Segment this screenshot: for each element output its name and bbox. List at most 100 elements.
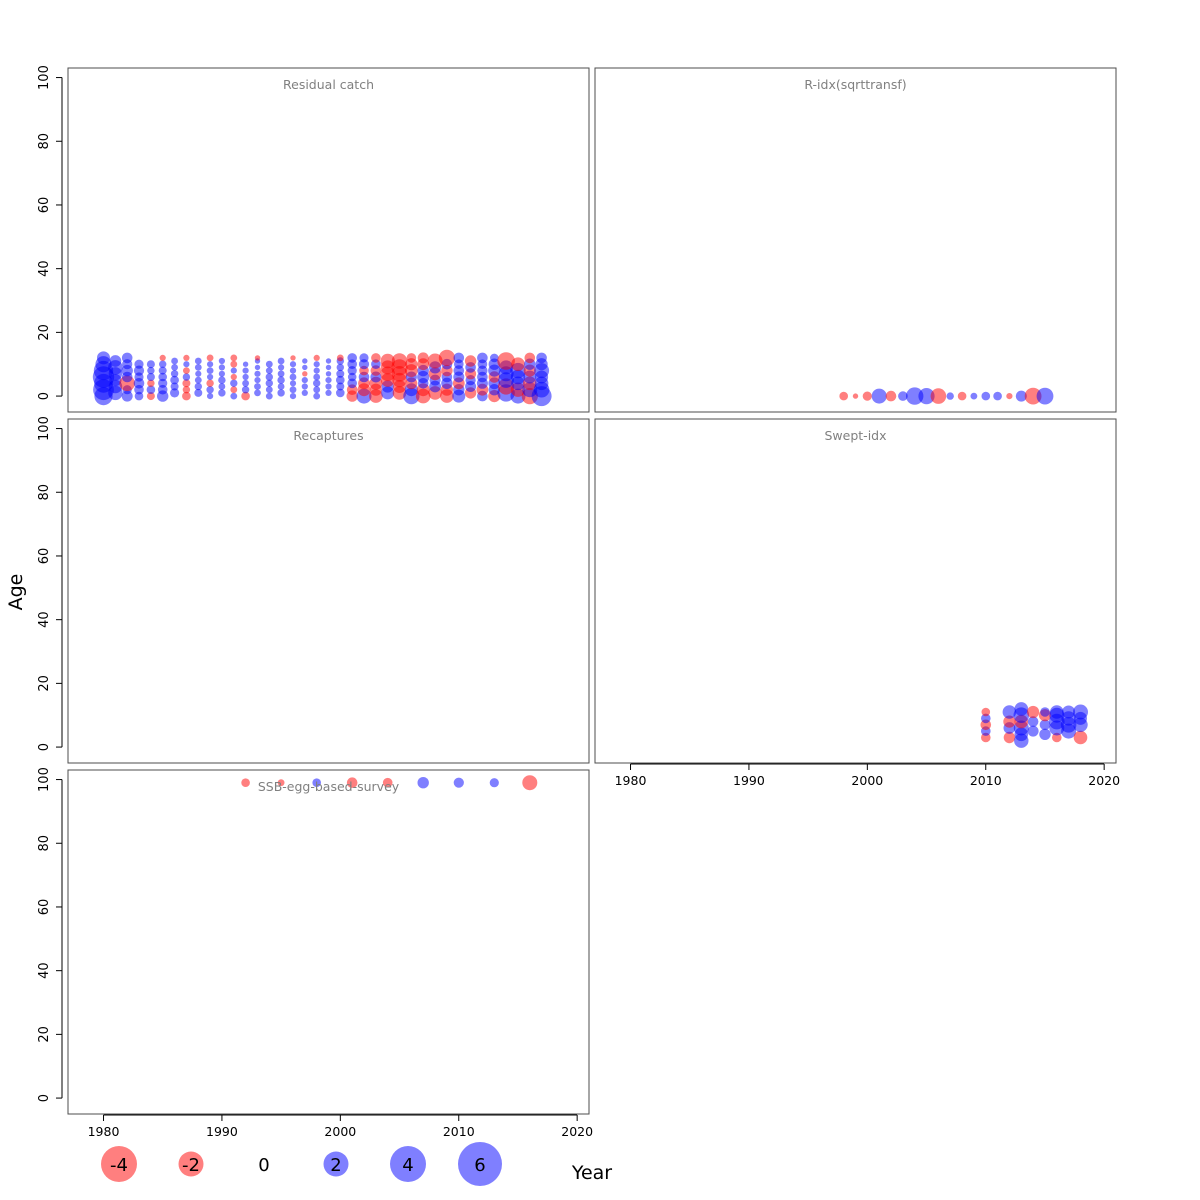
legend-entry: 4 <box>390 1146 426 1182</box>
x-tick-label: 2010 <box>970 773 1002 788</box>
bubble-point <box>1039 728 1051 740</box>
axes: 0 20 40 60 80 100 0 20 40 60 80 100 0 20 40 60 80 100 1980… <box>37 65 1120 1139</box>
bubble-point <box>970 392 978 400</box>
bubble-point <box>170 382 179 391</box>
bubble-point <box>158 366 167 375</box>
bubble-point <box>336 354 344 362</box>
panel-frame <box>594 418 1117 764</box>
bubble-point <box>417 352 429 364</box>
bubble-point <box>218 357 225 365</box>
bubble-point <box>382 777 393 788</box>
bubble-point <box>1024 387 1042 405</box>
bubble-point <box>946 392 954 400</box>
bubble-point <box>957 391 967 401</box>
bubble-point <box>1003 715 1016 728</box>
panel-frame <box>67 769 590 1115</box>
bubble-point <box>109 355 122 367</box>
bubble-point <box>359 353 369 363</box>
bubble-point <box>1062 705 1076 719</box>
y-tick-label: 60 <box>37 548 52 565</box>
legend-label: -2 <box>182 1155 200 1176</box>
bubble-point <box>981 707 991 717</box>
bubble-point <box>230 354 238 362</box>
bubble-point <box>170 370 179 378</box>
bubble-point <box>391 353 408 369</box>
bubble-point <box>289 380 297 387</box>
bubble-point <box>241 386 250 394</box>
bubble-point <box>194 376 202 384</box>
bubble-point <box>170 388 180 398</box>
bubble-point <box>159 360 167 368</box>
bubble-point <box>336 382 345 391</box>
bubble-point <box>464 355 477 367</box>
bubble-point <box>254 377 261 384</box>
bubble-point <box>871 388 887 404</box>
bubble-point <box>218 383 226 390</box>
bubble-point <box>1027 716 1039 727</box>
bubble-point <box>146 373 155 381</box>
bubble-point <box>170 375 179 385</box>
x-tick-label: 2000 <box>851 773 883 788</box>
legend-label: 6 <box>474 1155 485 1176</box>
bubble-point <box>290 355 296 361</box>
bubble-point <box>171 357 179 365</box>
bubble-point <box>301 383 308 390</box>
legend-entry: 6 <box>458 1142 502 1186</box>
bubble-point <box>183 354 190 361</box>
panel-frame <box>67 67 590 413</box>
bubble-point <box>158 372 167 382</box>
bubble-point <box>241 778 250 787</box>
bubble-point <box>218 376 226 384</box>
legend-entry: 0 <box>258 1155 269 1176</box>
bubble-point <box>159 354 166 361</box>
bubble-point <box>183 361 190 368</box>
bubble-point <box>1027 725 1039 737</box>
bubble-point <box>313 386 321 394</box>
y-tick-label: 40 <box>37 962 52 979</box>
bubble-point <box>930 388 947 404</box>
bubble-point <box>490 353 499 363</box>
bubble-point <box>218 370 225 377</box>
bubble-point <box>898 391 908 401</box>
bubble-point <box>325 358 332 364</box>
x-axis-bottom-right: 1980 1990 2000 2010 2020 <box>615 763 1120 788</box>
bubble-point <box>278 364 285 371</box>
bubble-point <box>885 390 897 402</box>
bubble-point <box>536 352 547 364</box>
legend-label: 2 <box>330 1155 341 1176</box>
legend-entry: 2 <box>323 1151 349 1177</box>
bubble-point <box>313 392 321 400</box>
bubble-point <box>522 775 538 791</box>
bubble-point <box>146 392 155 401</box>
bubble-point <box>302 358 308 364</box>
bubble-point <box>182 379 191 388</box>
bubble-point <box>336 375 345 385</box>
bubble-point <box>1040 707 1050 717</box>
x-tick-label: 2000 <box>324 1124 356 1139</box>
bubble-point <box>313 367 320 374</box>
bubble-point <box>146 385 156 395</box>
bubble-point <box>325 377 332 384</box>
legend-label: 4 <box>402 1155 413 1176</box>
panel-title: Residual catch <box>283 77 374 92</box>
y-tick-label: 80 <box>37 484 52 501</box>
bubble-point <box>336 369 345 378</box>
bubble-point <box>477 352 488 364</box>
bubble-point <box>265 367 273 374</box>
y-axis-row-1: 0 20 40 60 80 100 <box>37 65 63 400</box>
bubble-point <box>453 777 464 788</box>
bubble-point <box>380 353 395 369</box>
bubble-point <box>993 391 1002 401</box>
bubble-point <box>325 364 332 371</box>
bubble-point <box>218 364 225 371</box>
panel-title: Swept-idx <box>825 428 887 443</box>
bubble-point <box>206 367 214 374</box>
bubble-point <box>207 393 214 400</box>
bubble-point <box>1036 387 1054 405</box>
bubble-point <box>265 379 273 387</box>
panel-frame <box>67 418 590 764</box>
y-tick-label: 0 <box>37 1094 52 1102</box>
bubble-point <box>1015 390 1027 402</box>
bubble-point <box>230 386 238 394</box>
